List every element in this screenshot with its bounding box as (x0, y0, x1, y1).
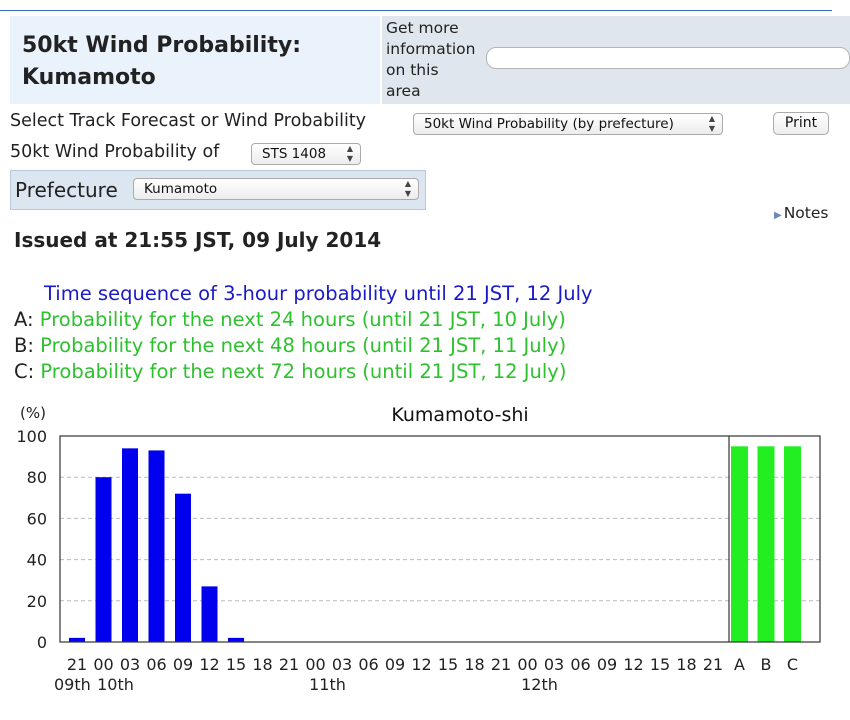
storm-select-label: 50kt Wind Probability of (10, 142, 220, 162)
page-title-line2: Kumamoto (22, 65, 156, 90)
track-forecast-select-value: 50kt Wind Probability (by prefecture) (424, 116, 674, 132)
x-tick-label: 06 (146, 655, 166, 674)
area-info-label-line2: information (386, 40, 476, 58)
bar-cumulative (757, 446, 775, 642)
bar-sequence (228, 637, 244, 642)
x-tick-label: 18 (252, 655, 272, 674)
plot-frame (59, 435, 821, 643)
legend-b-text: Probability for the next 48 hours (until… (40, 334, 567, 357)
print-button[interactable]: Print (773, 112, 829, 135)
legend-a-key: A: (14, 308, 34, 331)
x-day-label: 11th (309, 675, 346, 694)
top-rule (0, 10, 832, 11)
x-tick-label: 21 (491, 655, 511, 674)
x-tick-label: 06 (570, 655, 590, 674)
x-tick-label: 06 (358, 655, 378, 674)
notes-link-label: Notes (783, 204, 829, 222)
x-tick-label: 00 (305, 655, 325, 674)
issued-time: Issued at 21:55 JST, 09 July 2014 (14, 228, 382, 252)
x-tick-label: 21 (703, 655, 723, 674)
y-tick-label: 80 (27, 468, 47, 487)
legend-c-text: Probability for the next 72 hours (until… (40, 360, 567, 383)
x-tick-label: 03 (120, 655, 140, 674)
legend-b: B: Probability for the next 48 hours (un… (14, 334, 566, 357)
track-forecast-select[interactable]: 50kt Wind Probability (by prefecture) ▲ ▼ (413, 113, 723, 135)
select-arrows-icon: ▲ ▼ (404, 179, 411, 198)
prefecture-label: Prefecture (15, 178, 118, 202)
wind-probability-chart: 0 20 40 60 80 100 (%) Kumamoto-shi 21 00 03 06 09 12 1… (16, 404, 821, 694)
bar-sequence (175, 493, 191, 642)
y-tick-label: 0 (37, 633, 47, 652)
legend-a-text: Probability for the next 24 hours (until… (39, 308, 566, 331)
prefecture-select-value: Kumamoto (144, 181, 218, 197)
x-tick-label: 21 (67, 655, 87, 674)
y-tick-label: 20 (27, 592, 47, 611)
select-arrows-icon: ▲ ▼ (346, 144, 353, 163)
area-info-label-line3: on this (386, 61, 439, 79)
storm-select-value: STS 1408 (262, 146, 327, 162)
x-tick-label: C (787, 655, 798, 674)
legend-sequence: Time sequence of 3-hour probability unti… (44, 282, 593, 305)
x-tick-label: 09 (173, 655, 193, 674)
notes-link[interactable]: ▶ Notes (774, 204, 828, 222)
x-tick-label: 00 (93, 655, 113, 674)
legend-c-key: C: (14, 360, 35, 383)
select-arrows-icon: ▲ ▼ (708, 114, 715, 133)
legend-a: A: Probability for the next 24 hours (un… (14, 308, 566, 331)
bar-sequence (69, 637, 85, 642)
x-tick-label: 12 (623, 655, 643, 674)
x-tick-label: 21 (279, 655, 299, 674)
bar-sequence (95, 477, 112, 642)
triangle-right-icon: ▶ (774, 210, 782, 221)
x-tick-label: A (734, 655, 745, 674)
area-info-input[interactable] (486, 47, 850, 69)
x-tick-label: 09 (385, 655, 405, 674)
x-day-label: 12th (521, 675, 558, 694)
area-info-panel: Get more information on this area (382, 16, 850, 104)
x-tick-label: 12 (199, 655, 219, 674)
bar-sequence (148, 450, 165, 642)
x-tick-label: 18 (464, 655, 484, 674)
bar-cumulative (731, 446, 748, 642)
x-tick-label: 09 (597, 655, 617, 674)
bar-cumulative (784, 446, 801, 642)
x-tick-label: B (761, 655, 772, 674)
legend-b-key: B: (14, 334, 34, 357)
page-title: 50kt Wind Probability: Kumamoto (10, 16, 380, 104)
x-tick-label: 03 (544, 655, 564, 674)
y-tick-label: 40 (27, 551, 47, 570)
area-info-label-line4: area (386, 82, 421, 100)
prefecture-panel: Prefecture Kumamoto ▲ ▼ (10, 170, 426, 210)
track-select-label: Select Track Forecast or Wind Probabilit… (10, 111, 367, 131)
x-tick-label: 15 (226, 655, 246, 674)
storm-select[interactable]: STS 1408 ▲ ▼ (251, 143, 361, 165)
bar-sequence (122, 448, 138, 642)
x-tick-label: 15 (438, 655, 458, 674)
chart-title: Kumamoto-shi (391, 404, 528, 426)
x-day-label: 10th (97, 675, 134, 694)
area-info-label: Get more information on this area (386, 18, 486, 102)
legend-c: C: Probability for the next 72 hours (un… (14, 360, 566, 383)
x-tick-label: 18 (676, 655, 696, 674)
x-tick-label: 15 (650, 655, 670, 674)
y-tick-label: 100 (16, 427, 47, 446)
area-info-label-line1: Get more (386, 19, 459, 37)
y-axis-label: (%) (20, 404, 46, 422)
y-tick-label: 60 (27, 509, 47, 528)
x-tick-label: 12 (411, 655, 431, 674)
prefecture-select[interactable]: Kumamoto ▲ ▼ (133, 178, 419, 200)
x-tick-label: 03 (332, 655, 352, 674)
x-tick-label: 00 (517, 655, 537, 674)
page-title-line1: 50kt Wind Probability: (22, 33, 302, 58)
bar-sequence (201, 586, 218, 642)
x-day-label: 09th (54, 675, 91, 694)
